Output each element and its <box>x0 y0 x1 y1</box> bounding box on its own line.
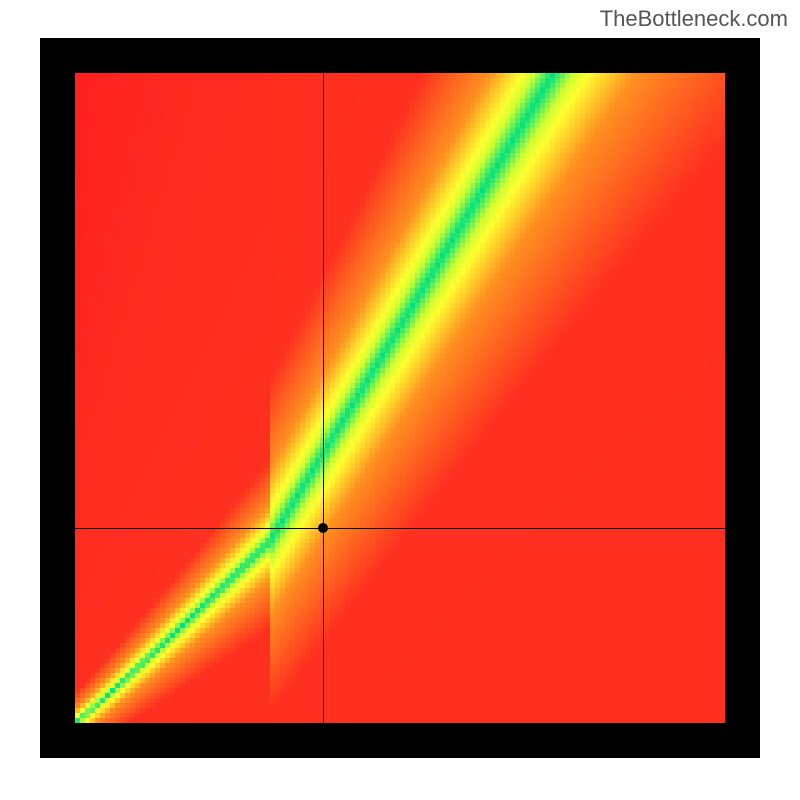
watermark-text: TheBottleneck.com <box>600 6 788 32</box>
crosshair-vertical <box>323 73 324 723</box>
chart-container: TheBottleneck.com <box>0 0 800 800</box>
crosshair-horizontal <box>75 528 725 529</box>
marker-dot <box>318 523 328 533</box>
heatmap-canvas <box>75 73 725 723</box>
plot-outer-frame <box>40 38 760 758</box>
plot-area <box>75 73 725 723</box>
